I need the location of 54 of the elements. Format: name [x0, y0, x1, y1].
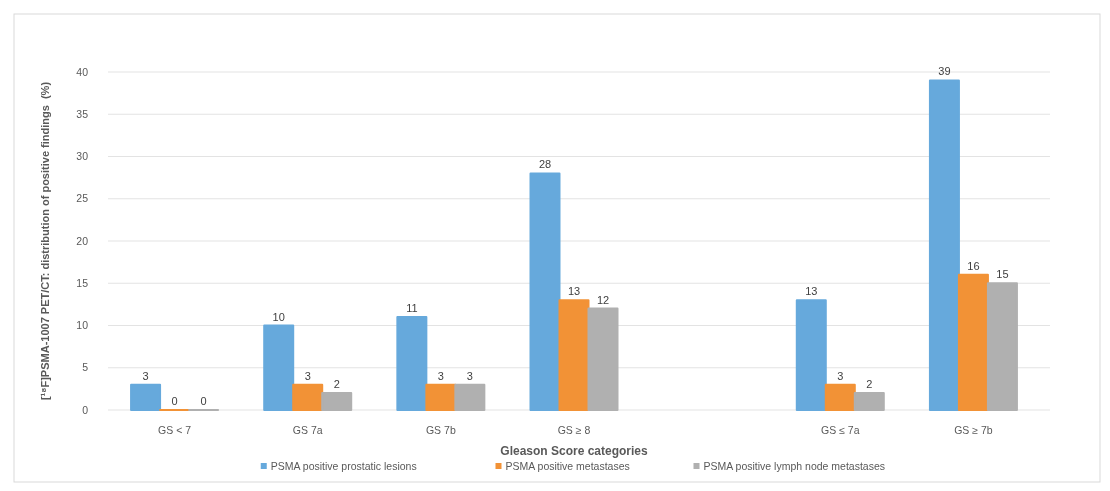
- data-label: 12: [596, 293, 610, 306]
- x-tick-label: GS ≤ 7a: [821, 424, 860, 436]
- y-tick-label: 0: [82, 403, 89, 416]
- y-tick-label: 35: [76, 107, 89, 120]
- y-tick-label: 40: [76, 65, 89, 78]
- x-axis-title: Gleason Score categories: [500, 444, 649, 458]
- data-label: 3: [142, 369, 149, 382]
- data-label: 0: [171, 395, 178, 407]
- legend-label: PSMA positive metastases: [505, 460, 630, 472]
- data-label: 10: [272, 310, 285, 323]
- x-tick-label: GS ≥ 8: [557, 424, 591, 436]
- bar: [587, 307, 619, 411]
- y-tick-label: 5: [82, 361, 89, 374]
- bar: [425, 383, 457, 411]
- bar: [853, 392, 885, 411]
- y-tick-label: 30: [76, 150, 89, 163]
- data-label: 15: [996, 268, 1009, 281]
- bar: [824, 383, 856, 411]
- legend-label: PSMA positive prostatic lesions: [270, 460, 417, 472]
- bar: [263, 324, 295, 411]
- data-label: 28: [538, 158, 552, 171]
- data-label: 3: [466, 369, 473, 382]
- data-label: 2: [866, 378, 873, 391]
- bar: [396, 316, 428, 411]
- y-tick-label: 10: [76, 319, 89, 332]
- bar: [928, 79, 960, 411]
- bar: [292, 383, 324, 411]
- bar: [321, 392, 353, 411]
- x-tick-label: GS ≥ 7b: [954, 424, 993, 436]
- bar: [795, 299, 827, 411]
- data-label: 3: [437, 369, 444, 382]
- bar: [957, 273, 989, 411]
- y-tick-label: 25: [76, 192, 89, 205]
- data-label: 3: [304, 369, 311, 382]
- data-label: 2: [333, 378, 340, 391]
- data-label: 16: [967, 259, 980, 272]
- data-label: 13: [567, 285, 581, 298]
- bar: [529, 172, 561, 411]
- data-label: 0: [200, 395, 207, 407]
- x-tick-label: GS 7a: [292, 424, 323, 436]
- bar: [454, 383, 486, 411]
- data-label: 3: [837, 369, 844, 382]
- bar: [130, 383, 162, 411]
- bar: [558, 299, 590, 411]
- y-axis-title: [¹⁸F]PSMA-1007 PET/CT: distribution of positive findings (%): [39, 81, 51, 401]
- y-tick-label: 20: [76, 234, 89, 247]
- x-tick-label: GS < 7: [158, 424, 192, 436]
- bar: [986, 282, 1018, 411]
- data-label: 13: [805, 285, 818, 298]
- y-tick-label: 15: [76, 276, 89, 289]
- x-tick-label: GS 7b: [425, 424, 456, 436]
- legend-label: PSMA positive lymph node metastases: [703, 460, 886, 472]
- data-label: 39: [938, 65, 951, 78]
- data-label: 11: [406, 302, 418, 315]
